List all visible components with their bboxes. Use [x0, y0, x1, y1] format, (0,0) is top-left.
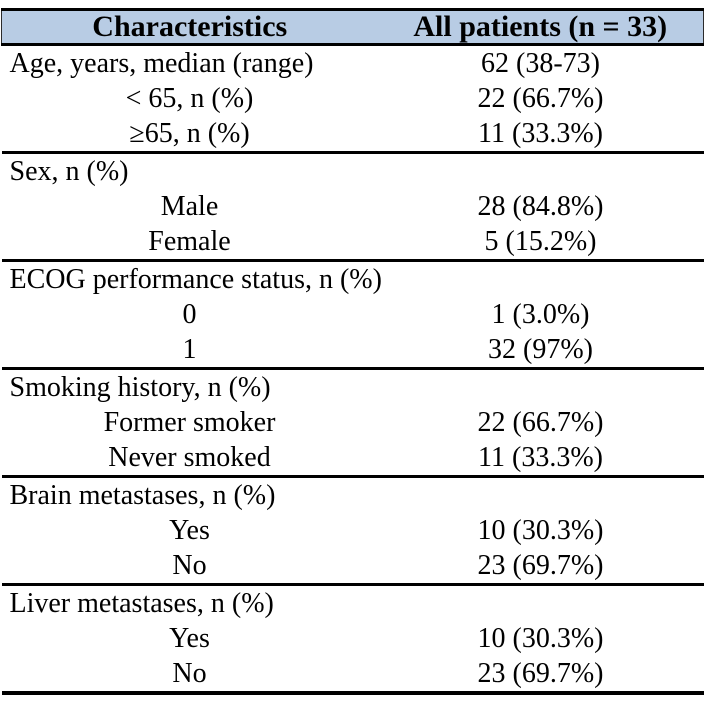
row-label-age-median: Age, years, median (range) — [9, 48, 314, 79]
table-row: ≥65, n (%) 11 (33.3%) — [2, 116, 704, 153]
row-label-ecog-0: 0 — [182, 299, 197, 330]
table-row: 1 32 (97%) — [2, 332, 704, 369]
row-value-age-under65: 22 (66.7%) — [477, 83, 604, 114]
row-value-brain-yes: 10 (30.3%) — [477, 515, 604, 546]
patient-characteristics-table: Characteristics All patients (n = 33) Ag… — [1, 8, 704, 695]
row-label-never-smoked: Never smoked — [108, 442, 271, 473]
row-label-sex: Sex, n (%) — [9, 156, 129, 187]
row-value-smoking — [378, 369, 704, 406]
table-header-row: Characteristics All patients (n = 33) — [1, 8, 704, 46]
section-smoking: Smoking history, n (%) Former smoker 22 … — [1, 368, 704, 477]
row-value-brain-metastases — [378, 477, 704, 514]
row-value-liver-yes: 10 (30.3%) — [477, 623, 604, 654]
row-value-liver-metastases — [378, 585, 704, 622]
table-row: Liver metastases, n (%) — [2, 585, 704, 622]
row-value-liver-no: 23 (69.7%) — [477, 658, 604, 689]
table-row: Never smoked 11 (33.3%) — [2, 440, 704, 477]
row-label-ecog-1: 1 — [182, 334, 197, 365]
row-value-male: 28 (84.8%) — [477, 191, 604, 222]
table-row: No 23 (69.7%) — [2, 548, 704, 585]
section-brain-metastases: Brain metastases, n (%) Yes 10 (30.3%) N… — [1, 476, 704, 585]
table-row: Male 28 (84.8%) — [2, 189, 704, 224]
row-label-brain-yes: Yes — [169, 515, 210, 546]
row-value-ecog — [378, 261, 704, 298]
row-label-brain-metastases: Brain metastases, n (%) — [9, 480, 276, 511]
row-label-liver-no: No — [172, 658, 207, 689]
table-row: Yes 10 (30.3%) — [2, 513, 704, 548]
section-sex: Sex, n (%) Male 28 (84.8%) Female 5 (15.… — [1, 152, 704, 261]
table-row: 0 1 (3.0%) — [2, 297, 704, 332]
table-row: Smoking history, n (%) — [2, 369, 704, 406]
row-label-brain-no: No — [172, 550, 207, 581]
row-label-ecog: ECOG performance status, n (%) — [9, 264, 382, 295]
table-row: Yes 10 (30.3%) — [2, 621, 704, 656]
row-value-age-median: 62 (38-73) — [481, 48, 600, 79]
section-ecog: ECOG performance status, n (%) 0 1 (3.0%… — [1, 260, 704, 369]
table-row: No 23 (69.7%) — [2, 656, 704, 693]
row-label-age-over65: ≥65, n (%) — [129, 118, 250, 149]
row-label-age-under65: < 65, n (%) — [125, 83, 254, 114]
section-liver-metastases: Liver metastases, n (%) Yes 10 (30.3%) N… — [1, 584, 704, 694]
table-row: Sex, n (%) — [2, 153, 704, 190]
row-value-ecog-0: 1 (3.0%) — [491, 299, 590, 330]
row-value-never-smoked: 11 (33.3%) — [478, 442, 603, 473]
section-age: Age, years, median (range) 62 (38-73) < … — [1, 44, 704, 153]
row-label-liver-yes: Yes — [169, 623, 210, 654]
column-header-characteristics: Characteristics — [1, 8, 378, 46]
table-row: ECOG performance status, n (%) — [2, 261, 704, 298]
table-row: Female 5 (15.2%) — [2, 224, 704, 261]
column-header-all-patients: All patients (n = 33) — [377, 8, 704, 46]
row-value-former-smoker: 22 (66.7%) — [477, 407, 604, 438]
table-row: < 65, n (%) 22 (66.7%) — [2, 81, 704, 116]
table-row: Age, years, median (range) 62 (38-73) — [2, 45, 704, 82]
row-label-female: Female — [148, 226, 231, 257]
row-label-male: Male — [160, 191, 219, 222]
table-row: Brain metastases, n (%) — [2, 477, 704, 514]
row-value-ecog-1: 32 (97%) — [488, 334, 593, 365]
row-value-brain-no: 23 (69.7%) — [477, 550, 604, 581]
row-label-smoking: Smoking history, n (%) — [9, 372, 271, 403]
table-row: Former smoker 22 (66.7%) — [2, 405, 704, 440]
row-label-liver-metastases: Liver metastases, n (%) — [9, 588, 274, 619]
row-value-sex — [378, 153, 704, 190]
row-value-age-over65: 11 (33.3%) — [478, 118, 603, 149]
row-value-female: 5 (15.2%) — [484, 226, 597, 257]
row-label-former-smoker: Former smoker — [103, 407, 276, 438]
